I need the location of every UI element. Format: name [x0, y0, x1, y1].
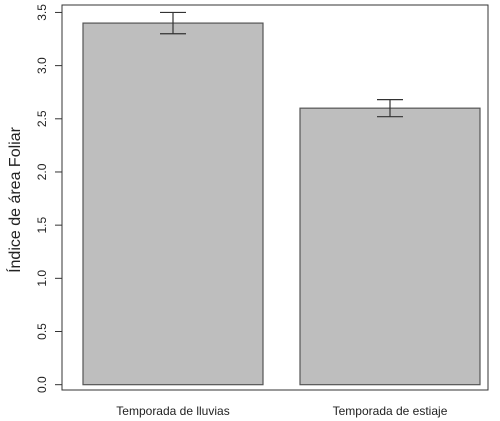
plot-frame: [61, 4, 489, 391]
x-tick-label: Temporada de estiaje: [333, 404, 448, 418]
y-tick-label: 3.5: [35, 4, 49, 21]
y-tick-label: 0.0: [35, 376, 49, 393]
bar: [299, 107, 481, 386]
y-tick-label: 2.5: [35, 110, 49, 127]
y-axis-label: Índice de área Foliar: [5, 126, 24, 273]
error-bar: [160, 11, 186, 35]
y-tick-label: 3.0: [35, 57, 49, 74]
y-tick-label: 0.5: [35, 323, 49, 340]
error-bar: [377, 99, 403, 118]
y-tick-label: 1.0: [35, 270, 49, 287]
y-tick-label: 1.5: [35, 216, 49, 233]
y-tick-label: 2.0: [35, 163, 49, 180]
x-tick-label: Temporada de lluvias: [116, 404, 229, 418]
bar: [82, 22, 264, 386]
